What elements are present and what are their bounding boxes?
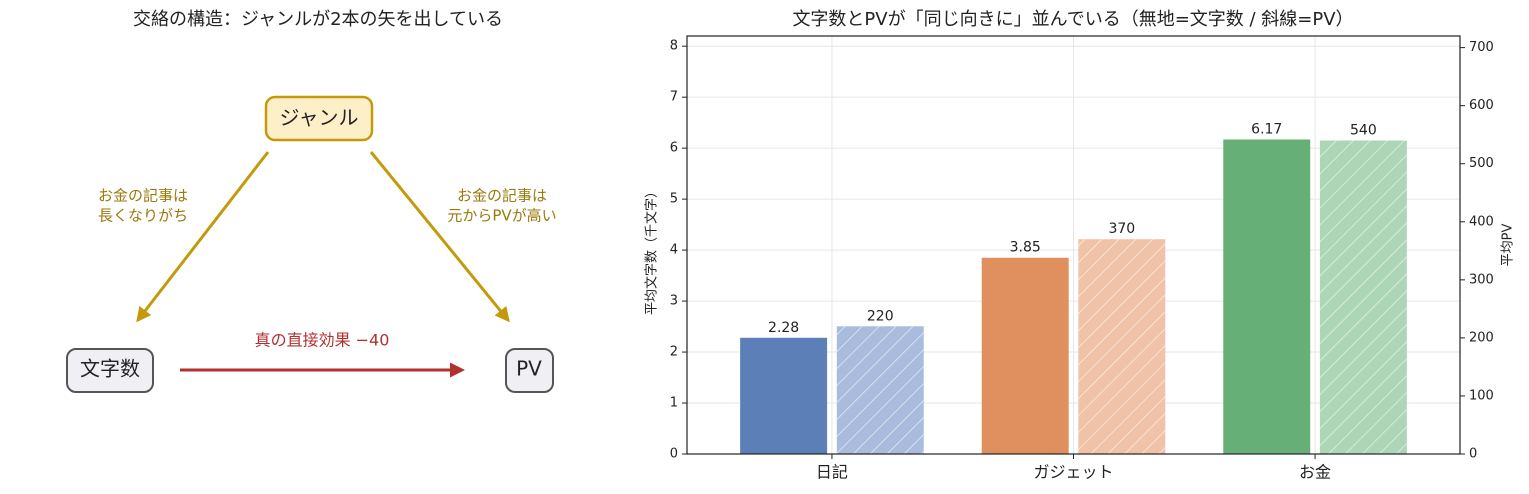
y-tick-label: 7 <box>670 90 678 105</box>
chart-title: 文字数とPVが「同じ向きに」並んでいる（無地=文字数 / 斜線=PV） <box>792 9 1353 30</box>
y2-tick-label: 100 <box>1469 388 1494 403</box>
y-tick-label: 8 <box>670 39 678 54</box>
edge-label: 真の直接効果 −40 <box>255 331 390 350</box>
value-label: 6.17 <box>1251 121 1282 137</box>
y2-tick-label: 200 <box>1469 330 1494 345</box>
arrow <box>136 151 270 323</box>
y2-tick-label: 0 <box>1469 447 1477 462</box>
value-label: 220 <box>867 308 894 324</box>
y2-axis-label: 平均PV <box>1501 224 1516 267</box>
bar <box>1223 139 1311 455</box>
value-label: 2.28 <box>768 320 799 336</box>
edge-label: お金の記事は <box>457 187 547 205</box>
y-tick-label: 6 <box>670 141 678 156</box>
node-box <box>505 348 554 393</box>
y-tick-label: 2 <box>670 345 678 360</box>
arrow <box>369 151 510 323</box>
x-tick-label: ガジェット <box>1033 463 1113 482</box>
y-tick-label: 0 <box>670 447 678 462</box>
y2-tick-label: 700 <box>1469 40 1494 55</box>
value-label: 370 <box>1108 221 1135 237</box>
value-label: 540 <box>1350 123 1377 139</box>
value-label: 3.85 <box>1010 240 1041 256</box>
y2-tick-label: 600 <box>1469 98 1494 113</box>
y2-tick-label: 300 <box>1469 272 1494 287</box>
y-tick-label: 5 <box>670 192 678 207</box>
x-tick-label: お金 <box>1299 463 1331 482</box>
diagram-title: 交絡の構造：ジャンルが2本の矢を出している <box>133 9 503 30</box>
diagram: 交絡の構造：ジャンルが2本の矢を出している ジャンル 文字数 PV お金の記事は… <box>66 9 557 393</box>
y-axis-label: 平均文字数（千文字） <box>645 185 660 315</box>
node-label: ジャンル <box>280 106 359 130</box>
y-tick-label: 1 <box>670 396 678 411</box>
node-label: 文字数 <box>80 357 140 381</box>
bar-hatch <box>1078 239 1166 454</box>
y2-tick-label: 400 <box>1469 214 1494 229</box>
plot-frame <box>686 35 1461 455</box>
bar-hatch <box>836 326 924 454</box>
y-tick-label: 3 <box>670 294 678 309</box>
y2-tick-label: 500 <box>1469 156 1494 171</box>
node-box <box>66 348 154 393</box>
edge-label: 長くなりがち <box>98 207 188 225</box>
chart: 文字数とPVが「同じ向きに」並んでいる（無地=文字数 / 斜線=PV） 平均文字… <box>645 9 1516 482</box>
y-tick-label: 4 <box>670 243 678 258</box>
node-box <box>264 95 374 142</box>
edge-label: 元からPVが高い <box>447 207 556 225</box>
node-label: PV <box>516 357 542 381</box>
bar <box>740 337 828 454</box>
edge-label: お金の記事は <box>98 187 188 205</box>
bar-hatch <box>1319 140 1407 454</box>
x-tick-label: 日記 <box>816 463 848 482</box>
bar <box>981 257 1069 454</box>
